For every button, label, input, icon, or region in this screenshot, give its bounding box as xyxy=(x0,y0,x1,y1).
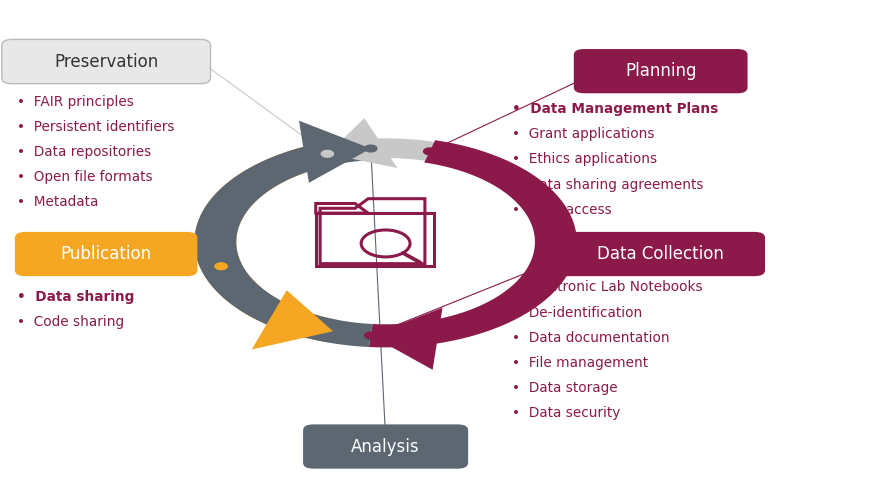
Text: •  File management: • File management xyxy=(512,356,648,370)
Text: •  Open file formats: • Open file formats xyxy=(18,170,152,184)
Text: Analysis: Analysis xyxy=(351,438,420,455)
Text: •  Data sharing agreements: • Data sharing agreements xyxy=(512,178,703,192)
FancyBboxPatch shape xyxy=(303,424,468,469)
Text: Publication: Publication xyxy=(60,245,152,263)
Text: •  Data sharing: • Data sharing xyxy=(18,290,135,304)
Polygon shape xyxy=(251,290,333,349)
Text: •  Code sharing: • Code sharing xyxy=(18,315,124,329)
Circle shape xyxy=(364,332,377,339)
Text: •  Data storage: • Data storage xyxy=(512,380,618,394)
Polygon shape xyxy=(194,143,340,342)
Text: •  FAIR principles: • FAIR principles xyxy=(18,95,134,109)
Polygon shape xyxy=(328,118,398,168)
FancyBboxPatch shape xyxy=(574,49,747,93)
Polygon shape xyxy=(299,121,371,183)
Text: Preservation: Preservation xyxy=(54,53,159,71)
Text: •  Data security: • Data security xyxy=(512,406,620,420)
Polygon shape xyxy=(194,137,372,347)
Text: •  Metadata: • Metadata xyxy=(18,196,98,209)
Circle shape xyxy=(215,263,227,270)
Text: •  Electronic Lab Notebooks: • Electronic Lab Notebooks xyxy=(512,281,703,294)
Text: Data Collection: Data Collection xyxy=(597,245,724,263)
Polygon shape xyxy=(369,140,576,348)
FancyBboxPatch shape xyxy=(556,232,765,276)
Text: Planning: Planning xyxy=(625,62,696,80)
Text: •  Data repositories: • Data repositories xyxy=(18,145,152,159)
FancyBboxPatch shape xyxy=(2,39,210,84)
Text: •  Data access: • Data access xyxy=(512,202,612,216)
FancyBboxPatch shape xyxy=(15,232,197,276)
Text: •  Data Management Plans: • Data Management Plans xyxy=(512,103,718,117)
Polygon shape xyxy=(371,308,442,370)
Text: •  Data documentation: • Data documentation xyxy=(512,331,670,345)
Text: •  De-identification: • De-identification xyxy=(512,305,642,319)
Text: •  Grant applications: • Grant applications xyxy=(512,127,654,141)
Circle shape xyxy=(364,145,377,152)
Circle shape xyxy=(424,148,435,155)
Polygon shape xyxy=(321,138,434,163)
Text: •  Ethics applications: • Ethics applications xyxy=(512,152,657,166)
Text: •  Persistent identifiers: • Persistent identifiers xyxy=(18,120,174,134)
Circle shape xyxy=(321,151,334,157)
